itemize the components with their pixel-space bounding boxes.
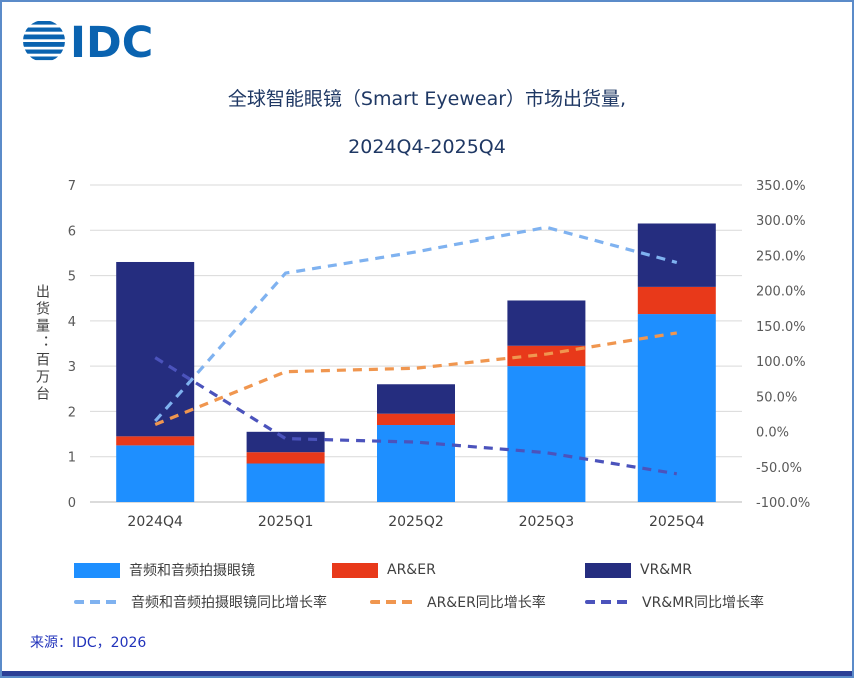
right-axis-tick-label: 100.0% bbox=[756, 355, 806, 370]
chart-plot: 0 1 2 3 4 5 6 7 -100.0% -50.0% 0.0% 50.0% 100.0% 150.… bbox=[68, 179, 811, 530]
right-axis-tick-label: -50.0% bbox=[756, 461, 802, 476]
x-axis-label: 2025Q4 bbox=[649, 514, 705, 530]
bar-segment-2 bbox=[377, 384, 455, 414]
legend-swatch-audio-growth bbox=[74, 600, 122, 604]
right-axis-tick-label: 250.0% bbox=[756, 249, 806, 264]
legend-item-vrmr-growth: VR&MR同比增长率 bbox=[585, 594, 765, 611]
bar-segment-2 bbox=[246, 431, 325, 453]
legend-swatch-arer-growth bbox=[370, 600, 418, 604]
left-axis-tick-label: 1 bbox=[68, 451, 76, 466]
bar-segment-0 bbox=[377, 425, 455, 502]
legend-swatch-arer-bar bbox=[332, 562, 378, 578]
growth-line-0 bbox=[153, 225, 678, 423]
bar-segment-2 bbox=[116, 261, 195, 437]
bar-segment-0 bbox=[246, 463, 325, 502]
legend-label-vrmr-bar: VR&MR bbox=[640, 562, 693, 578]
x-axis-label: 2025Q3 bbox=[519, 514, 575, 530]
x-axis-label: 2025Q2 bbox=[388, 514, 444, 530]
idc-logo-text: IDC bbox=[70, 18, 153, 66]
legend-item-arer-bar: AR&ER bbox=[332, 562, 436, 578]
left-axis-tick-label: 0 bbox=[68, 496, 76, 511]
legend-label-audio-bar: 音频和音频拍摄眼镜 bbox=[129, 563, 255, 579]
bar-segment-1 bbox=[637, 286, 716, 315]
globe-icon bbox=[23, 21, 65, 61]
legend-label-audio-growth: 音频和音频拍摄眼镜同比增长率 bbox=[131, 595, 327, 611]
legend-swatch-audio-bar bbox=[74, 562, 120, 578]
source-note: 来源：IDC，2026 bbox=[30, 635, 147, 651]
growth-line-2 bbox=[154, 356, 678, 476]
bar-segment-0 bbox=[637, 314, 716, 502]
right-axis-tick-label: 0.0% bbox=[756, 426, 789, 441]
bar-segment-2 bbox=[507, 300, 586, 346]
legend-label-arer-growth: AR&ER同比增长率 bbox=[427, 595, 546, 611]
bar-segment-1 bbox=[377, 413, 455, 426]
bar-segment-1 bbox=[246, 452, 325, 464]
right-axis-tick-label: 200.0% bbox=[756, 285, 806, 300]
legend-swatch-vrmr-growth bbox=[585, 600, 633, 604]
idc-logo-graphic: IDC bbox=[23, 18, 153, 68]
left-axis-tick-label: 6 bbox=[68, 224, 76, 239]
x-axis-label: 2024Q4 bbox=[127, 514, 183, 530]
bar-segment-0 bbox=[116, 445, 195, 502]
right-axis-tick-label: -100.0% bbox=[756, 496, 810, 511]
x-axis-label: 2025Q1 bbox=[258, 514, 314, 530]
chart-subtitle: 2024Q4-2025Q4 bbox=[348, 135, 506, 158]
idc-logo: IDC bbox=[20, 16, 178, 70]
left-axis-tick-label: 3 bbox=[68, 360, 76, 375]
right-axis-tick-label: 150.0% bbox=[756, 320, 806, 335]
chart-title-block: 全球智能眼镜（Smart Eyewear）市场出货量, 2024Q4-2025Q… bbox=[2, 88, 852, 184]
legend-item-arer-growth: AR&ER同比增长率 bbox=[370, 594, 546, 611]
legend-label-vrmr-growth: VR&MR同比增长率 bbox=[642, 595, 765, 611]
right-axis-tick-label: 350.0% bbox=[756, 179, 806, 194]
legend-item-audio-bar: 音频和音频拍摄眼镜 bbox=[74, 562, 255, 579]
legend-item-audio-growth: 音频和音频拍摄眼镜同比增长率 bbox=[74, 594, 327, 611]
bar-segment-2 bbox=[637, 223, 716, 287]
bottom-accent-bar bbox=[2, 671, 852, 676]
left-axis-tick-label: 4 bbox=[68, 315, 76, 330]
left-axis-tick-label: 5 bbox=[68, 270, 76, 285]
left-axis-tick-label: 7 bbox=[68, 179, 76, 194]
legend-swatch-vrmr-bar bbox=[585, 562, 631, 578]
right-axis-tick-label: 50.0% bbox=[756, 390, 797, 405]
chart-title: 全球智能眼镜（Smart Eyewear）市场出货量, bbox=[227, 88, 627, 110]
y-axis-title: 出货量：百万台 bbox=[34, 284, 50, 403]
bar-segment-1 bbox=[116, 436, 195, 446]
left-axis-tick-label: 2 bbox=[68, 405, 76, 420]
right-axis-tick-label: 300.0% bbox=[756, 214, 806, 229]
bar-segment-0 bbox=[507, 366, 586, 502]
legend-item-vrmr-bar: VR&MR bbox=[585, 562, 692, 578]
legend-label-arer-bar: AR&ER bbox=[387, 562, 436, 578]
